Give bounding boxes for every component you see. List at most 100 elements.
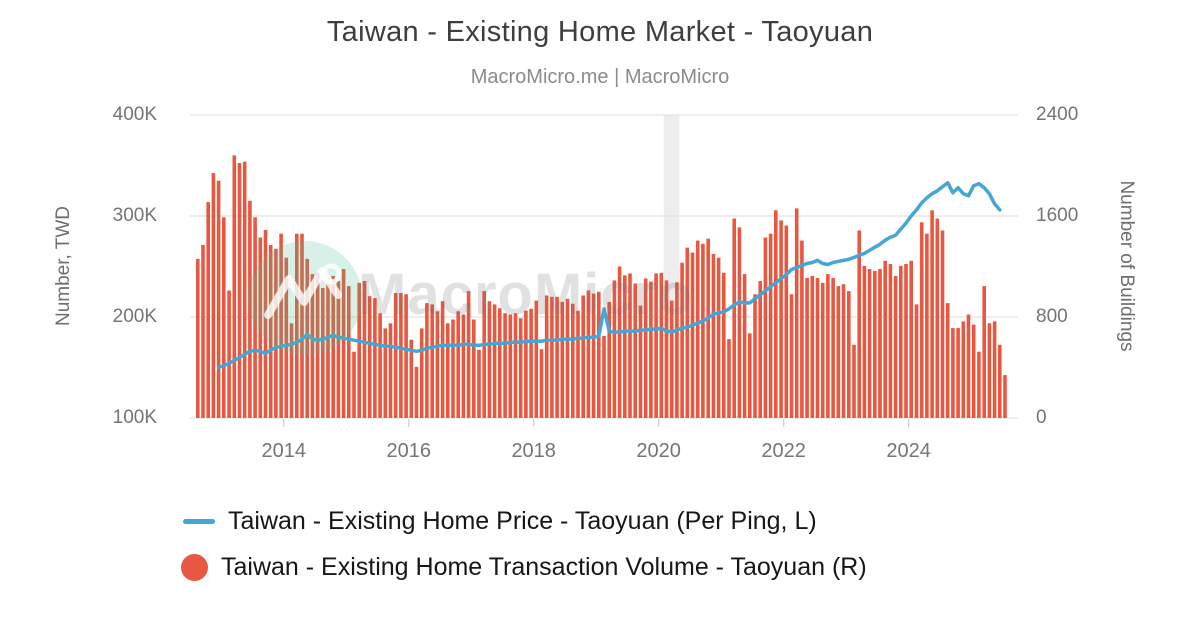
x-axis-tick-label: 2016	[386, 440, 431, 462]
volume-bar	[216, 180, 221, 418]
volume-bar	[779, 220, 783, 418]
volume-bar	[883, 260, 887, 418]
volume-bar	[544, 295, 549, 418]
left-axis-tick-label: 400K	[112, 104, 157, 125]
volume-bar	[425, 303, 429, 418]
chart-title: Taiwan - Existing Home Market - Taoyuan	[326, 16, 874, 48]
volume-bar	[222, 217, 226, 418]
x-axis-tick-label: 2020	[636, 440, 681, 462]
volume-bar	[373, 298, 377, 418]
volume-bar	[987, 323, 992, 418]
volume-bar	[310, 274, 315, 418]
volume-bar	[680, 262, 684, 418]
volume-bar	[664, 280, 669, 418]
volume-bar	[956, 328, 960, 418]
right-axis-tick-label: 0	[1036, 407, 1047, 428]
x-axis-tick-label: 2022	[761, 440, 806, 462]
volume-bar	[232, 155, 237, 418]
volume-bar	[451, 319, 455, 418]
volume-bar	[196, 258, 200, 418]
right-axis-tick-label: 1600	[1036, 205, 1079, 226]
volume-bar	[690, 252, 695, 418]
right-axis-tick-label: 800	[1036, 306, 1068, 327]
volume-bar	[279, 233, 283, 418]
volume-bar	[815, 277, 820, 418]
volume-bar	[211, 173, 216, 418]
volume-bar	[336, 281, 341, 418]
volume-bar	[899, 265, 903, 418]
volume-bar	[633, 283, 637, 418]
volume-bar	[482, 291, 486, 418]
volume-bar	[263, 229, 268, 418]
volume-bar	[388, 323, 393, 418]
right-axis-title: Number of Buildings	[1116, 180, 1137, 352]
volume-bar	[565, 298, 570, 418]
volume-bar	[800, 240, 804, 418]
volume-bar	[581, 295, 585, 418]
volume-bar	[602, 335, 606, 418]
volume-bar	[258, 237, 263, 418]
volume-bar	[597, 291, 601, 419]
volume-bar	[675, 282, 679, 418]
bar-series-marker	[181, 553, 208, 581]
volume-bar	[753, 294, 757, 418]
volume-bar	[654, 273, 658, 418]
volume-bar	[284, 257, 289, 418]
volume-bar	[638, 305, 643, 418]
volume-bar	[992, 321, 997, 418]
x-axis-tick-label: 2024	[886, 440, 931, 462]
volume-bar	[399, 293, 403, 418]
volume-bar	[508, 314, 513, 418]
volume-bar	[763, 237, 768, 418]
volume-bar	[841, 284, 846, 418]
volume-bar	[935, 218, 940, 418]
volume-bar	[888, 264, 893, 418]
volume-bar	[352, 351, 356, 418]
x-axis-tick-label: 2014	[261, 440, 306, 462]
legend-item-volume: Taiwan - Existing Home Transaction Volum…	[181, 547, 867, 587]
line-series-marker	[183, 518, 215, 524]
volume-bar	[909, 260, 913, 418]
legend: Taiwan - Existing Home Price - Taoyuan (…	[181, 501, 867, 593]
legend-item-price: Taiwan - Existing Home Price - Taoyuan (…	[183, 501, 867, 541]
volume-bar	[409, 339, 414, 418]
volume-bar	[383, 328, 388, 418]
volume-bar	[617, 266, 622, 418]
volume-bar	[435, 311, 440, 418]
legend-label-volume: Taiwan - Existing Home Transaction Volum…	[221, 552, 867, 581]
volume-bar	[295, 233, 299, 418]
volume-bar	[362, 281, 367, 418]
volume-bar	[201, 245, 205, 418]
volume-bar	[560, 301, 565, 418]
volume-bar	[774, 210, 778, 418]
volume-bar	[347, 286, 351, 418]
volume-bar	[784, 225, 789, 418]
volume-bar	[732, 218, 736, 418]
volume-bar	[649, 281, 653, 418]
volume-bar	[836, 286, 841, 418]
volume-bar	[716, 257, 721, 418]
volume-bar	[669, 300, 674, 418]
volume-bar	[878, 269, 882, 418]
watermark-text: MacroMicro	[358, 262, 694, 327]
volume-bar	[794, 208, 799, 418]
volume-bar	[961, 321, 966, 418]
volume-bar	[206, 202, 210, 418]
volume-bar	[742, 274, 747, 418]
right-axis-tick-label: 2400	[1036, 104, 1079, 125]
volume-bar	[893, 276, 898, 418]
volume-bar	[685, 247, 690, 418]
volume-bar	[904, 264, 908, 418]
legend-label-price: Taiwan - Existing Home Price - Taoyuan (…	[228, 506, 817, 535]
volume-bar	[971, 324, 976, 418]
volume-bar	[930, 210, 934, 418]
volume-bar	[591, 293, 596, 418]
volume-bar	[472, 319, 476, 418]
volume-bar	[706, 238, 710, 418]
x-axis-tick-label: 2018	[511, 440, 556, 462]
volume-bar	[748, 333, 752, 418]
volume-bar	[315, 272, 320, 418]
volume-bar	[862, 265, 867, 418]
volume-bar	[945, 303, 950, 418]
